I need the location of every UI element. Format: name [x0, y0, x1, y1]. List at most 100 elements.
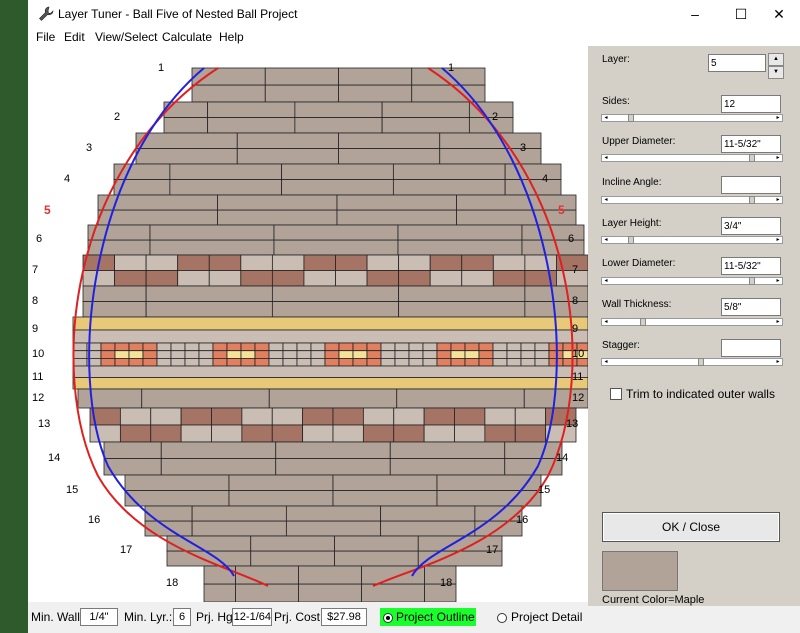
block[interactable]: [362, 407, 395, 426]
menu-help[interactable]: Help: [219, 30, 244, 44]
pattern-cell[interactable]: [240, 357, 256, 367]
slider-right-arrow-icon[interactable]: ▸: [776, 197, 780, 203]
pattern-cell[interactable]: [212, 342, 228, 352]
block[interactable]: [114, 254, 147, 271]
incline-angle-slider[interactable]: ◂ ▸: [601, 196, 783, 204]
block[interactable]: [89, 424, 121, 443]
maximize-button[interactable]: ☐: [734, 6, 748, 22]
pattern-cell[interactable]: [520, 357, 536, 367]
project-detail-label[interactable]: Project Detail: [511, 610, 583, 624]
pattern-cell[interactable]: [72, 342, 88, 352]
pattern-cell[interactable]: [310, 350, 326, 359]
pattern-cell[interactable]: [380, 350, 396, 359]
slider-right-arrow-icon[interactable]: ▸: [776, 115, 780, 121]
block[interactable]: [335, 270, 368, 287]
pattern-cell[interactable]: [240, 350, 256, 359]
pattern-cell[interactable]: [282, 350, 298, 359]
pattern-cell[interactable]: [576, 357, 588, 367]
pattern-cell[interactable]: [338, 342, 354, 352]
ball-layer-drawing[interactable]: [28, 46, 588, 602]
pattern-cell[interactable]: [100, 342, 116, 352]
block[interactable]: [524, 254, 557, 271]
pattern-cell[interactable]: [240, 342, 256, 352]
slider-thumb[interactable]: [627, 236, 634, 244]
pattern-cell[interactable]: [198, 342, 214, 352]
current-color-swatch[interactable]: [602, 551, 678, 591]
upper-diameter-slider[interactable]: ◂ ▸: [601, 154, 783, 162]
pattern-cell[interactable]: [254, 357, 270, 367]
band-layer-9b[interactable]: [72, 329, 588, 344]
block[interactable]: [241, 407, 273, 426]
block[interactable]: [114, 270, 147, 287]
pattern-cell[interactable]: [170, 357, 186, 367]
pattern-cell[interactable]: [534, 357, 550, 367]
pattern-cell[interactable]: [226, 342, 242, 352]
band-layer-9[interactable]: [72, 316, 588, 331]
pattern-cell[interactable]: [450, 342, 466, 352]
block[interactable]: [302, 424, 334, 443]
pattern-cell[interactable]: [464, 342, 480, 352]
project-outline-radio[interactable]: [383, 613, 393, 623]
sides-slider[interactable]: ◂ ▸: [601, 114, 783, 122]
block[interactable]: [303, 270, 336, 287]
pattern-cell[interactable]: [464, 350, 480, 359]
close-button[interactable]: ✕: [773, 6, 785, 22]
pattern-cell[interactable]: [156, 357, 172, 367]
slider-thumb[interactable]: [749, 277, 756, 285]
slider-left-arrow-icon[interactable]: ◂: [604, 237, 608, 243]
block[interactable]: [268, 388, 398, 409]
slider-thumb[interactable]: [640, 318, 647, 326]
slider-left-arrow-icon[interactable]: ◂: [604, 278, 608, 284]
block[interactable]: [82, 270, 115, 287]
pattern-cell[interactable]: [380, 357, 396, 367]
pattern-cell[interactable]: [296, 350, 312, 359]
pattern-cell[interactable]: [282, 357, 298, 367]
block[interactable]: [302, 407, 334, 426]
menu-view-select[interactable]: View/Select: [95, 30, 158, 44]
block[interactable]: [211, 407, 243, 426]
pattern-cell[interactable]: [254, 342, 270, 352]
pattern-cell[interactable]: [506, 342, 522, 352]
block[interactable]: [145, 254, 179, 271]
pattern-cell[interactable]: [422, 342, 438, 352]
pattern-cell[interactable]: [128, 342, 144, 352]
block[interactable]: [119, 407, 152, 426]
pattern-cell[interactable]: [366, 350, 382, 359]
pattern-cell[interactable]: [282, 342, 298, 352]
pattern-cell[interactable]: [324, 357, 340, 367]
pattern-cell[interactable]: [436, 350, 452, 359]
block[interactable]: [366, 270, 400, 287]
block[interactable]: [271, 424, 304, 443]
block[interactable]: [177, 270, 210, 287]
pattern-cell[interactable]: [100, 350, 116, 359]
block[interactable]: [484, 407, 516, 426]
pattern-cell[interactable]: [254, 350, 270, 359]
block[interactable]: [271, 407, 304, 426]
pattern-cell[interactable]: [310, 357, 326, 367]
spin-down-icon[interactable]: ▼: [768, 66, 784, 79]
block[interactable]: [461, 270, 494, 287]
pattern-cell[interactable]: [338, 350, 354, 359]
block[interactable]: [484, 424, 516, 443]
slider-left-arrow-icon[interactable]: ◂: [604, 359, 608, 365]
slider-left-arrow-icon[interactable]: ◂: [604, 155, 608, 161]
pattern-cell[interactable]: [184, 357, 200, 367]
pattern-cell[interactable]: [408, 342, 424, 352]
block[interactable]: [240, 270, 273, 287]
pattern-cell[interactable]: [534, 350, 550, 359]
pattern-cell[interactable]: [394, 342, 410, 352]
slider-right-arrow-icon[interactable]: ▸: [776, 359, 780, 365]
lower-diameter-slider[interactable]: ◂ ▸: [601, 277, 783, 285]
block[interactable]: [208, 270, 242, 287]
block[interactable]: [492, 270, 526, 287]
block[interactable]: [335, 254, 368, 271]
pattern-cell[interactable]: [184, 342, 200, 352]
pattern-cell[interactable]: [198, 357, 214, 367]
block[interactable]: [332, 424, 364, 443]
block[interactable]: [514, 407, 547, 426]
slider-thumb[interactable]: [697, 358, 704, 366]
pattern-cell[interactable]: [408, 357, 424, 367]
pattern-cell[interactable]: [520, 342, 536, 352]
pattern-cell[interactable]: [324, 350, 340, 359]
block[interactable]: [119, 424, 152, 443]
